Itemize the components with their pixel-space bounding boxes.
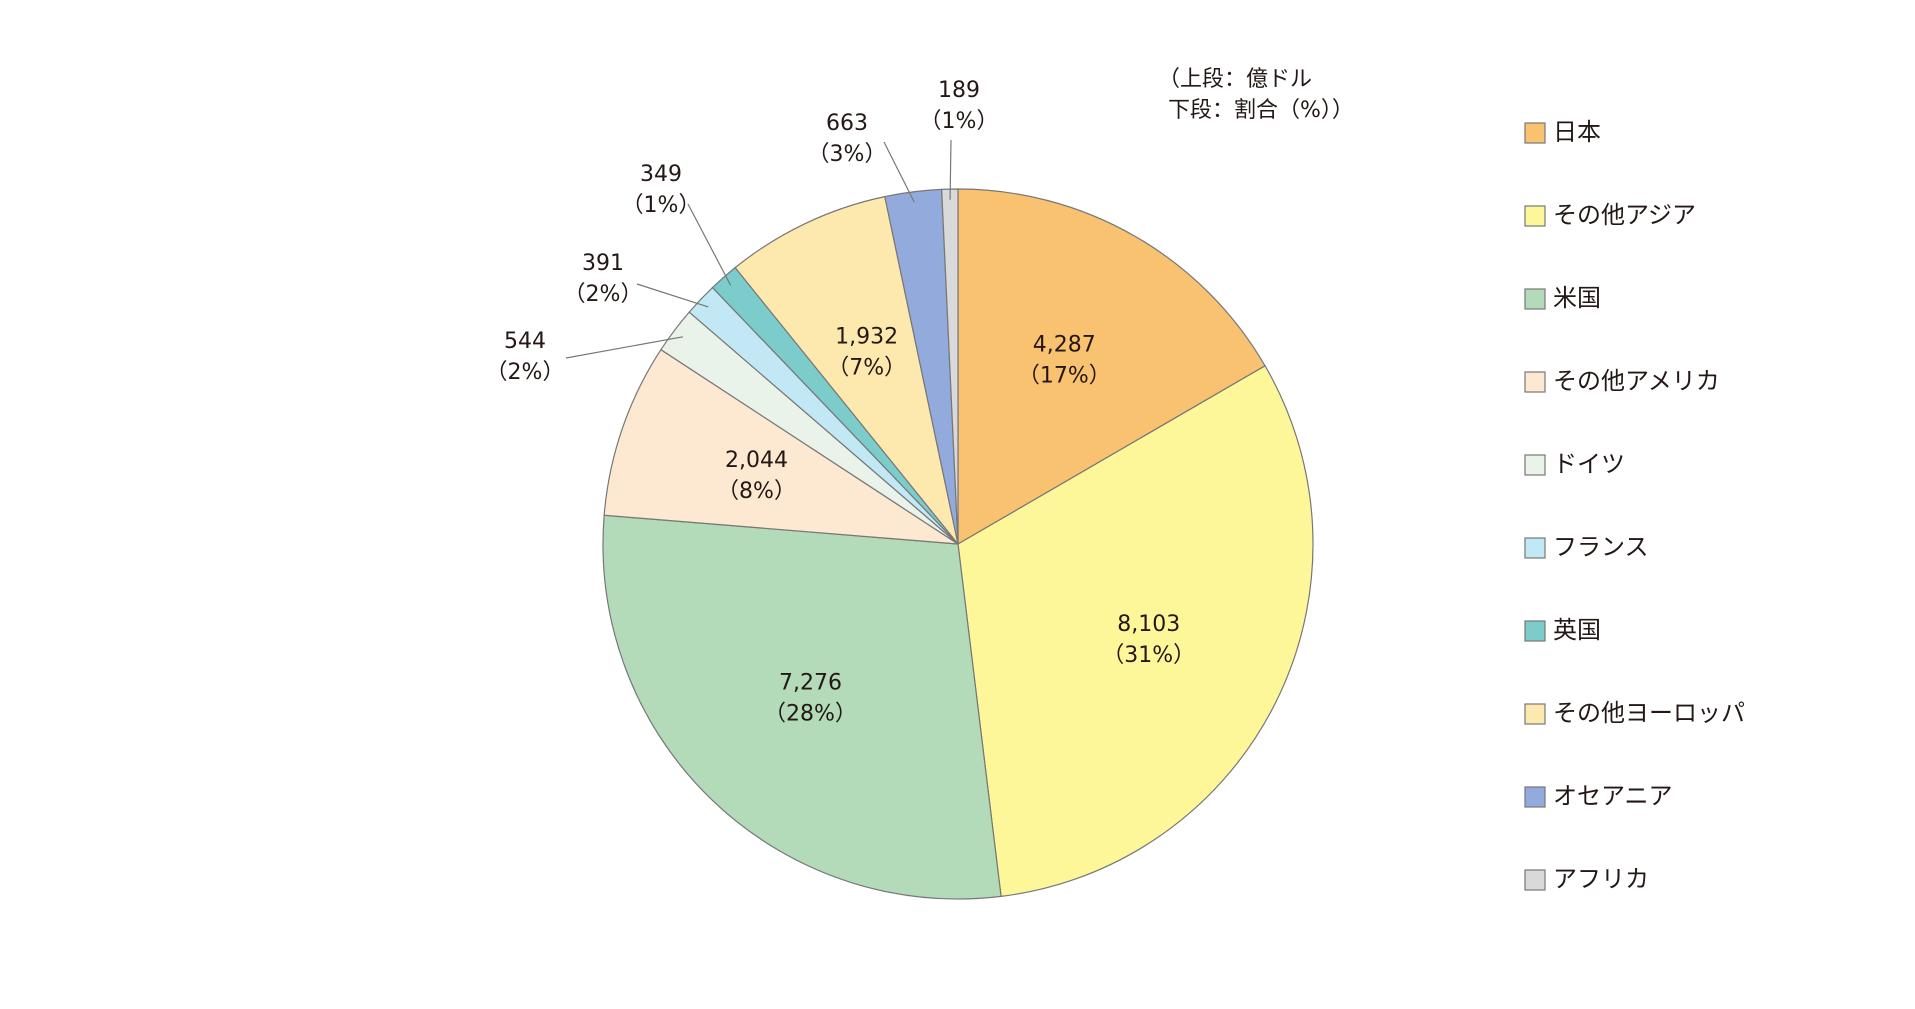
pie-slice — [734, 195, 959, 545]
legend-swatch — [1524, 371, 1546, 393]
legend-swatch — [1524, 288, 1546, 310]
percent-label: （31%） — [1102, 643, 1195, 668]
pie-slice — [602, 514, 1002, 900]
value-label: 391 — [582, 251, 624, 276]
note: （上段：億ドル — [1158, 67, 1312, 92]
legend-label: その他アジア — [1553, 201, 1696, 229]
value-label: 2,044 — [725, 448, 788, 473]
legend-swatch — [1524, 205, 1546, 227]
leader-line — [949, 139, 952, 200]
leader-line — [565, 336, 684, 359]
legend-label: その他ヨーロッパ — [1553, 699, 1745, 727]
legend-label: 英国 — [1553, 616, 1601, 644]
value-label: 8,103 — [1117, 612, 1180, 637]
value-label: 663 — [826, 111, 868, 136]
legend-label: その他アメリカ — [1553, 367, 1720, 395]
legend-swatch — [1524, 869, 1546, 891]
leader-line — [883, 141, 915, 203]
legend-swatch — [1524, 703, 1546, 725]
legend-swatch — [1524, 620, 1546, 642]
percent-label: （8%） — [717, 479, 796, 504]
legend-label: 米国 — [1553, 284, 1601, 312]
pie-slice — [603, 348, 959, 545]
percent-label: （7%） — [827, 356, 906, 381]
pie-slice — [957, 188, 1266, 546]
value-label: 4,287 — [1033, 332, 1096, 357]
note: 下段：割合（%）） — [1168, 98, 1354, 123]
value-label: 544 — [504, 329, 546, 354]
value-label: 7,276 — [779, 671, 842, 696]
percent-label: （17%） — [1018, 363, 1111, 388]
percent-label: （1%） — [622, 193, 701, 218]
leader-line — [636, 283, 709, 308]
value-label: 1,932 — [835, 325, 898, 350]
leader-line — [687, 203, 732, 286]
percent-label: （1%） — [920, 109, 999, 134]
legend-label: オセアニア — [1553, 782, 1673, 810]
legend-label: ドイツ — [1553, 450, 1625, 478]
legend-label: フランス — [1553, 533, 1649, 561]
percent-label: （2%） — [486, 360, 565, 385]
value-label: 189 — [938, 78, 980, 103]
pie-slice — [957, 364, 1314, 898]
legend-swatch — [1524, 786, 1546, 808]
percent-label: （3%） — [808, 142, 887, 167]
legend-label: 日本 — [1553, 118, 1601, 146]
legend-label: アフリカ — [1553, 865, 1649, 893]
percent-label: （2%） — [564, 282, 643, 307]
percent-label: （28%） — [764, 702, 857, 727]
legend-swatch — [1524, 537, 1546, 559]
value-label: 349 — [640, 162, 682, 187]
legend-swatch — [1524, 122, 1546, 144]
legend-swatch — [1524, 454, 1546, 476]
